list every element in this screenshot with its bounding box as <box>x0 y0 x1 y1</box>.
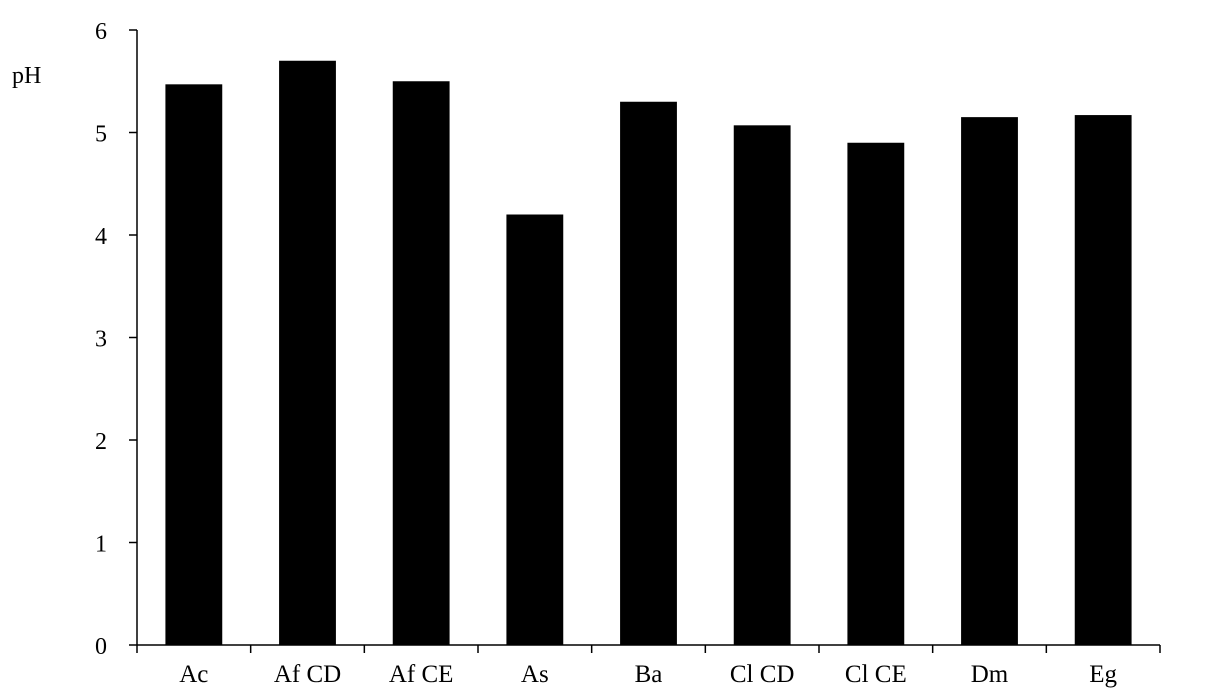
bar <box>733 125 791 645</box>
x-tick-label: Ac <box>179 661 208 688</box>
x-tick-label: Af CE <box>389 661 454 688</box>
bar <box>961 117 1018 645</box>
y-tick-label: 2 <box>95 429 107 455</box>
y-tick-label: 3 <box>95 327 107 353</box>
x-tick-label: Dm <box>971 661 1009 688</box>
x-axis: Ac Af CD Af CE As Ba Cl CD Cl CE Dm Eg <box>136 644 1161 688</box>
bar <box>392 81 450 645</box>
x-tick-label: Cl CD <box>730 661 795 688</box>
x-tick-label: Cl CE <box>845 661 907 688</box>
x-tick-label: As <box>521 661 549 688</box>
y-tick-label: 6 <box>95 19 107 45</box>
x-tick-label: Af CD <box>274 661 341 688</box>
y-tick-label: 1 <box>95 532 107 558</box>
y-axis: 0 1 2 3 4 5 6 <box>95 19 138 660</box>
bars <box>165 60 1132 645</box>
y-tick-label: 0 <box>95 634 107 660</box>
bar <box>506 214 564 645</box>
y-tick-label: 4 <box>95 224 107 250</box>
bar <box>165 84 223 645</box>
y-axis-title: pH <box>12 63 41 89</box>
bar <box>1074 115 1132 645</box>
bar <box>279 60 336 645</box>
bar <box>620 101 677 645</box>
bar <box>847 142 905 645</box>
x-tick-label: Ba <box>635 661 663 688</box>
x-tick-label: Eg <box>1089 661 1117 688</box>
y-tick-label: 5 <box>95 122 107 148</box>
